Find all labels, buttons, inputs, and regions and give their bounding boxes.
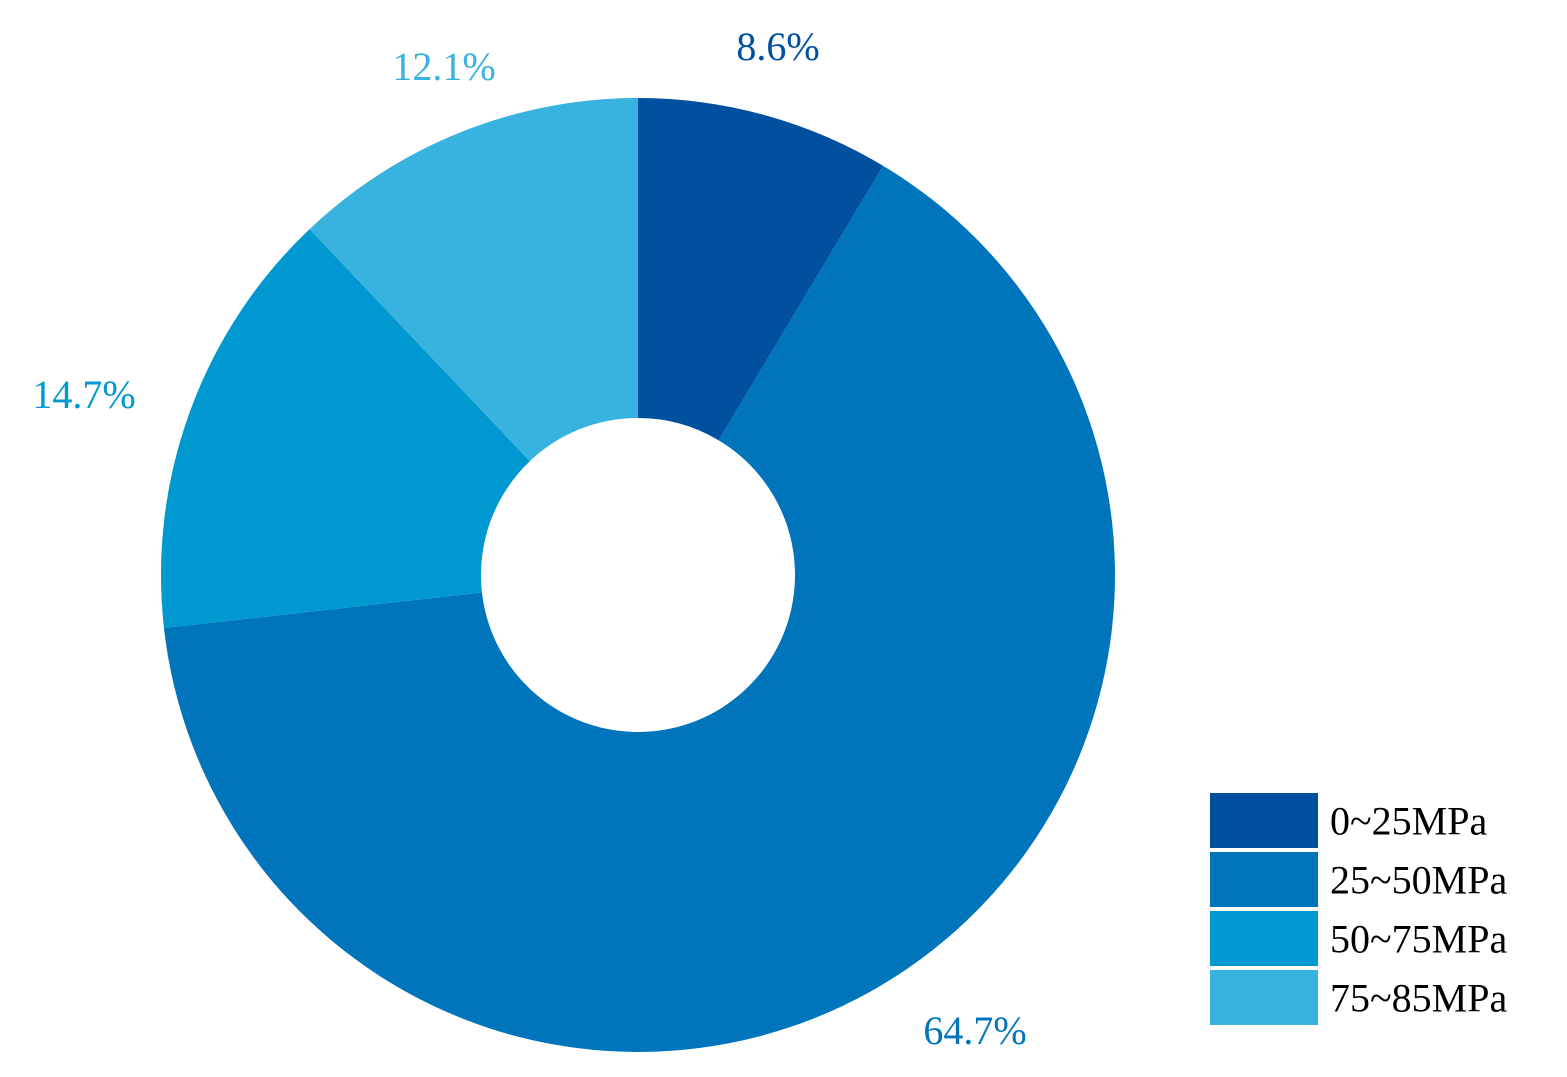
- data-label-50~75MPa: 14.7%: [32, 372, 135, 417]
- legend-label-75~85MPa: 75~85MPa: [1330, 976, 1507, 1021]
- data-label-0~25MPa: 8.6%: [736, 24, 819, 69]
- slice-25~50MPa: [163, 165, 1115, 1052]
- legend-swatch-25~50MPa: [1210, 852, 1318, 907]
- legend-swatch-0~25MPa: [1210, 793, 1318, 848]
- legend-label-50~75MPa: 50~75MPa: [1330, 917, 1507, 962]
- slice-75~85MPa: [309, 98, 638, 462]
- data-label-25~50MPa: 64.7%: [923, 1008, 1026, 1053]
- legend-swatch-50~75MPa: [1210, 911, 1318, 966]
- legend-label-0~25MPa: 0~25MPa: [1330, 799, 1487, 844]
- slice-0~25MPa: [638, 98, 884, 441]
- data-label-75~85MPa: 12.1%: [392, 44, 495, 89]
- donut-slices: [161, 98, 1115, 1052]
- slice-labels: 8.6% 64.7% 14.7% 12.1%: [32, 24, 1026, 1053]
- legend-label-25~50MPa: 25~50MPa: [1330, 858, 1507, 903]
- slice-50~75MPa: [161, 229, 530, 629]
- legend: 0~25MPa 25~50MPa 50~75MPa 75~85MPa: [1210, 793, 1507, 1025]
- legend-swatch-75~85MPa: [1210, 970, 1318, 1025]
